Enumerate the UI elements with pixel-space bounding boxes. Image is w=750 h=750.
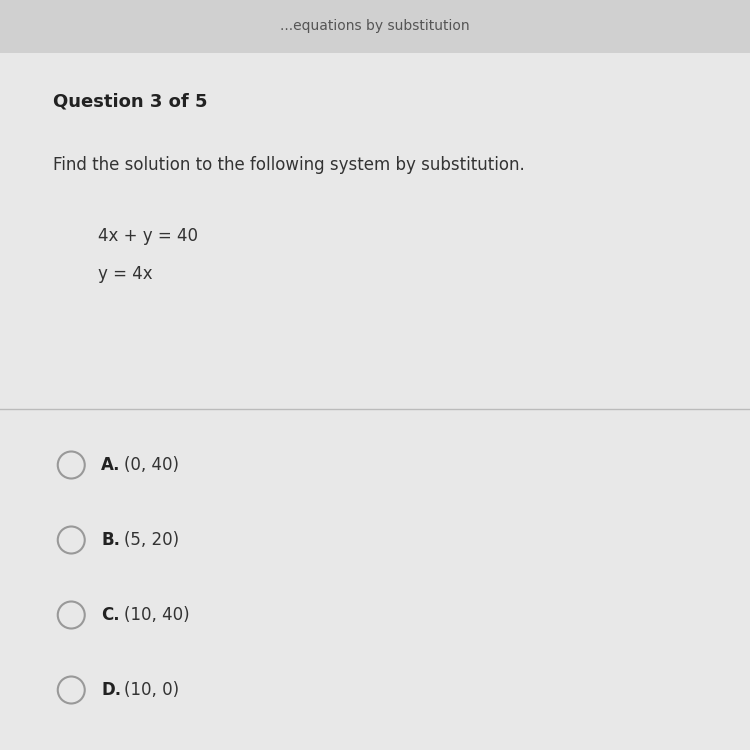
Text: ...equations by substitution: ...equations by substitution (280, 20, 470, 33)
Text: A.: A. (101, 456, 121, 474)
Text: 4x + y = 40: 4x + y = 40 (98, 227, 197, 245)
Text: (10, 0): (10, 0) (124, 681, 178, 699)
Text: (5, 20): (5, 20) (124, 531, 178, 549)
Text: C.: C. (101, 606, 120, 624)
Text: (10, 40): (10, 40) (124, 606, 189, 624)
Text: D.: D. (101, 681, 122, 699)
Text: Question 3 of 5: Question 3 of 5 (53, 92, 207, 110)
Bar (0, 0, 750, 53)
Text: B.: B. (101, 531, 120, 549)
Text: Find the solution to the following system by substitution.: Find the solution to the following syste… (53, 156, 524, 174)
Text: y = 4x: y = 4x (98, 265, 152, 283)
Text: (0, 40): (0, 40) (124, 456, 178, 474)
